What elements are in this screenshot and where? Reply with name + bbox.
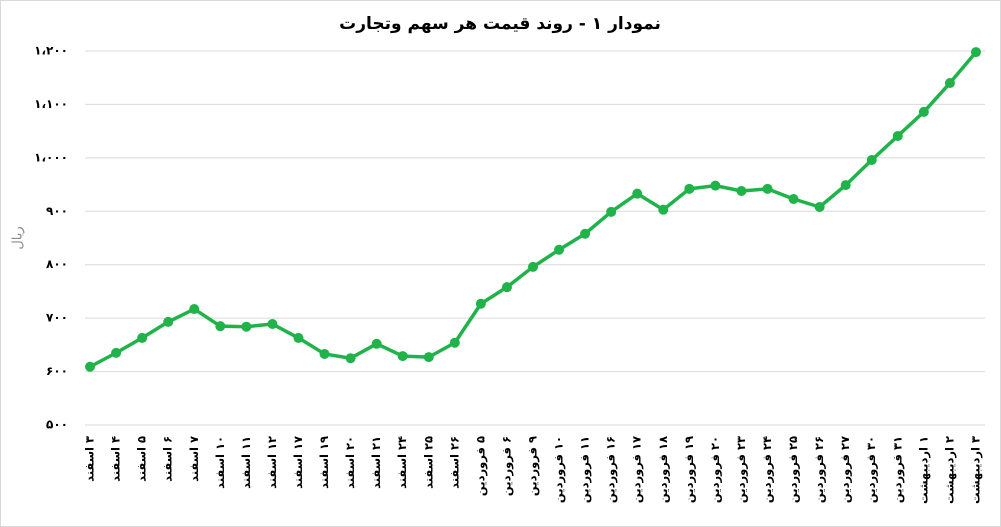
- x-tick-label: ۲۷ فروردین: [838, 436, 853, 503]
- x-tick-label: ۱۱ اسفند: [239, 436, 253, 489]
- y-tick-label: ۶۰۰: [46, 364, 68, 378]
- x-tick-label: ۵ فروردین: [473, 436, 488, 496]
- point: [345, 353, 356, 364]
- x-tick-label: ۲۴ اسفند: [395, 436, 409, 489]
- x-tick-label: ۲۰ اسفند: [343, 436, 357, 489]
- y-tick-label: ۱،۰۰۰: [34, 150, 68, 164]
- x-tick-label: ۲۳ فروردین: [734, 436, 749, 503]
- y-tick-label: ۱،۱۰۰: [34, 97, 68, 111]
- x-tick-label: ۱۹ اسفند: [317, 436, 331, 489]
- x-tick-label: ۳ اسفند: [83, 436, 97, 482]
- point: [606, 206, 617, 217]
- x-tick-label: ۳۱ فروردین: [890, 436, 905, 503]
- x-tick-label: ۱۶ فروردین: [604, 436, 619, 503]
- x-tick-label: ۳ اردیبهشت: [968, 436, 982, 504]
- x-tick-label: ۱ اردیبهشت: [916, 436, 930, 504]
- point: [319, 348, 330, 359]
- point: [892, 130, 903, 141]
- x-tick-label: ۲۵ اسفند: [421, 436, 435, 489]
- chart-title: نمودار ۱ - روند قیمت هر سهم وتجارت: [339, 14, 661, 34]
- point: [762, 183, 773, 194]
- x-tick-label: ۵ اسفند: [135, 436, 149, 482]
- x-tick-label: ۷ اسفند: [187, 436, 201, 482]
- point: [293, 332, 304, 343]
- point: [449, 337, 460, 348]
- point: [267, 319, 278, 330]
- point: [840, 180, 851, 191]
- point: [475, 298, 486, 309]
- x-tick-label: ۱۹ فروردین: [682, 436, 697, 503]
- point: [528, 261, 538, 272]
- point: [189, 304, 200, 315]
- x-tick-label: ۱۷ فروردین: [630, 436, 645, 503]
- point: [423, 352, 434, 363]
- x-tick-label: ۴ اسفند: [109, 436, 123, 482]
- point: [554, 244, 565, 255]
- x-tick-label: ۶ اسفند: [161, 436, 175, 482]
- x-tick-label: ۲۵ فروردین: [786, 436, 801, 503]
- x-tick-label: ۲۶ فروردین: [812, 436, 827, 503]
- x-tick-label: ۱۰ اسفند: [213, 436, 227, 489]
- x-tick-label: ۱۷ اسفند: [291, 436, 305, 489]
- point: [684, 183, 695, 194]
- y-tick-label: ۷۰۰: [46, 311, 68, 325]
- y-tick-label: ۹۰۰: [46, 204, 68, 218]
- point: [137, 332, 148, 343]
- point: [371, 338, 382, 349]
- y-axis-label: ریال: [11, 226, 26, 249]
- point: [944, 78, 955, 89]
- point: [658, 204, 669, 215]
- point: [397, 351, 408, 362]
- point: [215, 321, 226, 332]
- x-tick-label: ۲۰ فروردین: [708, 436, 723, 503]
- point: [111, 347, 122, 358]
- x-tick-label: ۲۴ فروردین: [760, 436, 775, 503]
- x-tick-label: ۲۱ اسفند: [369, 436, 383, 489]
- point: [501, 282, 512, 293]
- x-tick-label: ۱۱ فروردین: [578, 436, 593, 503]
- x-tick-label: ۱۸ فروردین: [656, 436, 671, 503]
- point: [85, 361, 96, 372]
- point: [814, 202, 825, 213]
- x-tick-label: ۲۶ اسفند: [447, 436, 461, 489]
- point: [866, 154, 877, 165]
- x-tick-label: ۲ اردیبهشت: [942, 436, 956, 504]
- x-tick-label: ۱۰ فروردین: [552, 436, 567, 503]
- y-tick-label: ۵۰۰: [46, 418, 68, 432]
- x-tick-label: ۱۲ اسفند: [265, 436, 279, 489]
- point: [710, 180, 721, 191]
- point: [970, 47, 981, 58]
- point: [736, 185, 747, 196]
- y-tick-label: ۸۰۰: [46, 257, 68, 271]
- x-tick-label: ۶ فروردین: [499, 436, 514, 496]
- x-tick-label: ۹ فروردین: [526, 436, 541, 496]
- y-tick-label: ۱،۲۰۰: [34, 44, 68, 58]
- x-tick-label: ۳۰ فروردین: [864, 436, 879, 503]
- point: [788, 193, 799, 204]
- point: [632, 188, 643, 199]
- point: [241, 321, 252, 332]
- point: [580, 228, 591, 239]
- point: [163, 316, 174, 327]
- point: [918, 106, 929, 117]
